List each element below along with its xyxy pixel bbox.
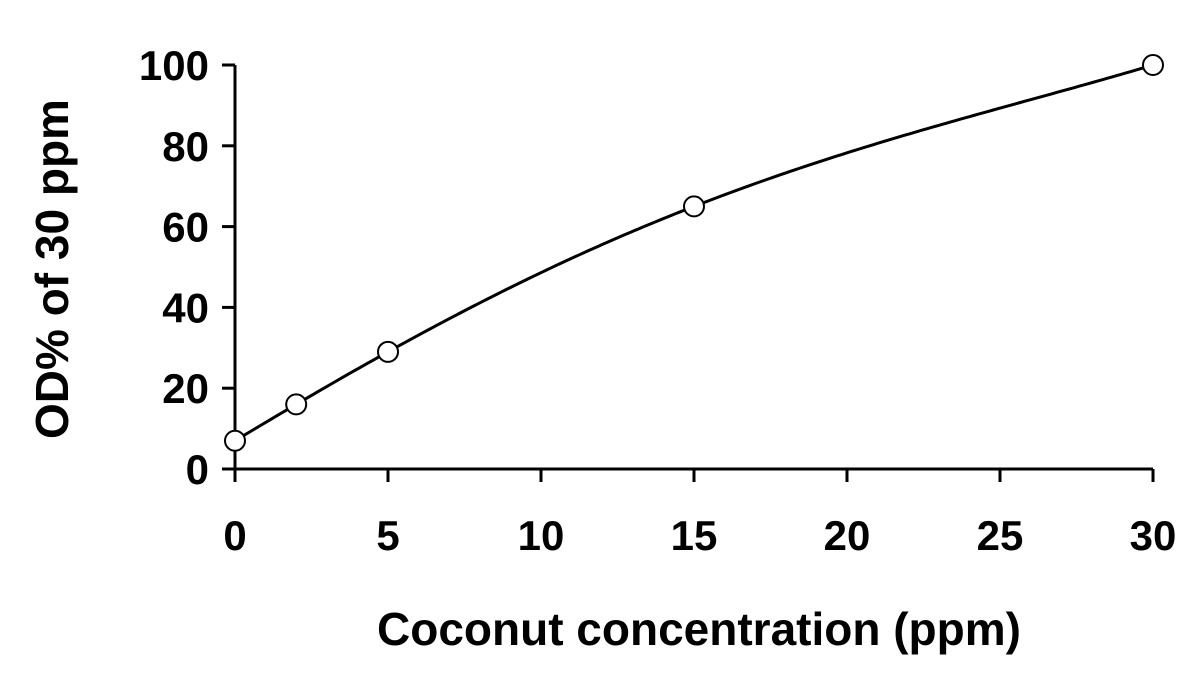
y-axis-title: OD% of 30 ppm bbox=[26, 99, 78, 439]
x-tick-label: 0 bbox=[223, 512, 246, 559]
data-points-layer bbox=[224, 54, 1164, 452]
x-tick-label: 5 bbox=[376, 512, 399, 559]
x-tick-label: 20 bbox=[824, 512, 871, 559]
data-point bbox=[224, 429, 246, 452]
fit-curve-series-0 bbox=[234, 63, 1154, 443]
axis-labels-layer: 0 20 40 60 80 100 0 5 10 15 20 25 30 Coconut concentr… bbox=[26, 42, 1176, 655]
data-point bbox=[683, 195, 705, 218]
axes bbox=[222, 63, 1155, 482]
x-tick-label: 15 bbox=[671, 512, 718, 559]
y-tick-label: 0 bbox=[186, 446, 209, 493]
x-axis-title: Coconut concentration (ppm) bbox=[377, 603, 1021, 655]
data-point bbox=[285, 393, 308, 416]
x-tick-label: 25 bbox=[977, 512, 1024, 559]
data-point bbox=[1142, 54, 1164, 76]
y-tick-label: 80 bbox=[162, 123, 209, 170]
x-tick-label: 30 bbox=[1130, 512, 1177, 559]
x-tick-label: 10 bbox=[518, 512, 565, 559]
y-tick-label: 100 bbox=[139, 42, 209, 89]
y-tick-label: 40 bbox=[162, 284, 209, 331]
y-tick-label: 60 bbox=[162, 204, 209, 251]
fit-curve-layer bbox=[234, 63, 1154, 443]
y-tick-label: 20 bbox=[162, 365, 209, 412]
data-point bbox=[377, 340, 399, 363]
